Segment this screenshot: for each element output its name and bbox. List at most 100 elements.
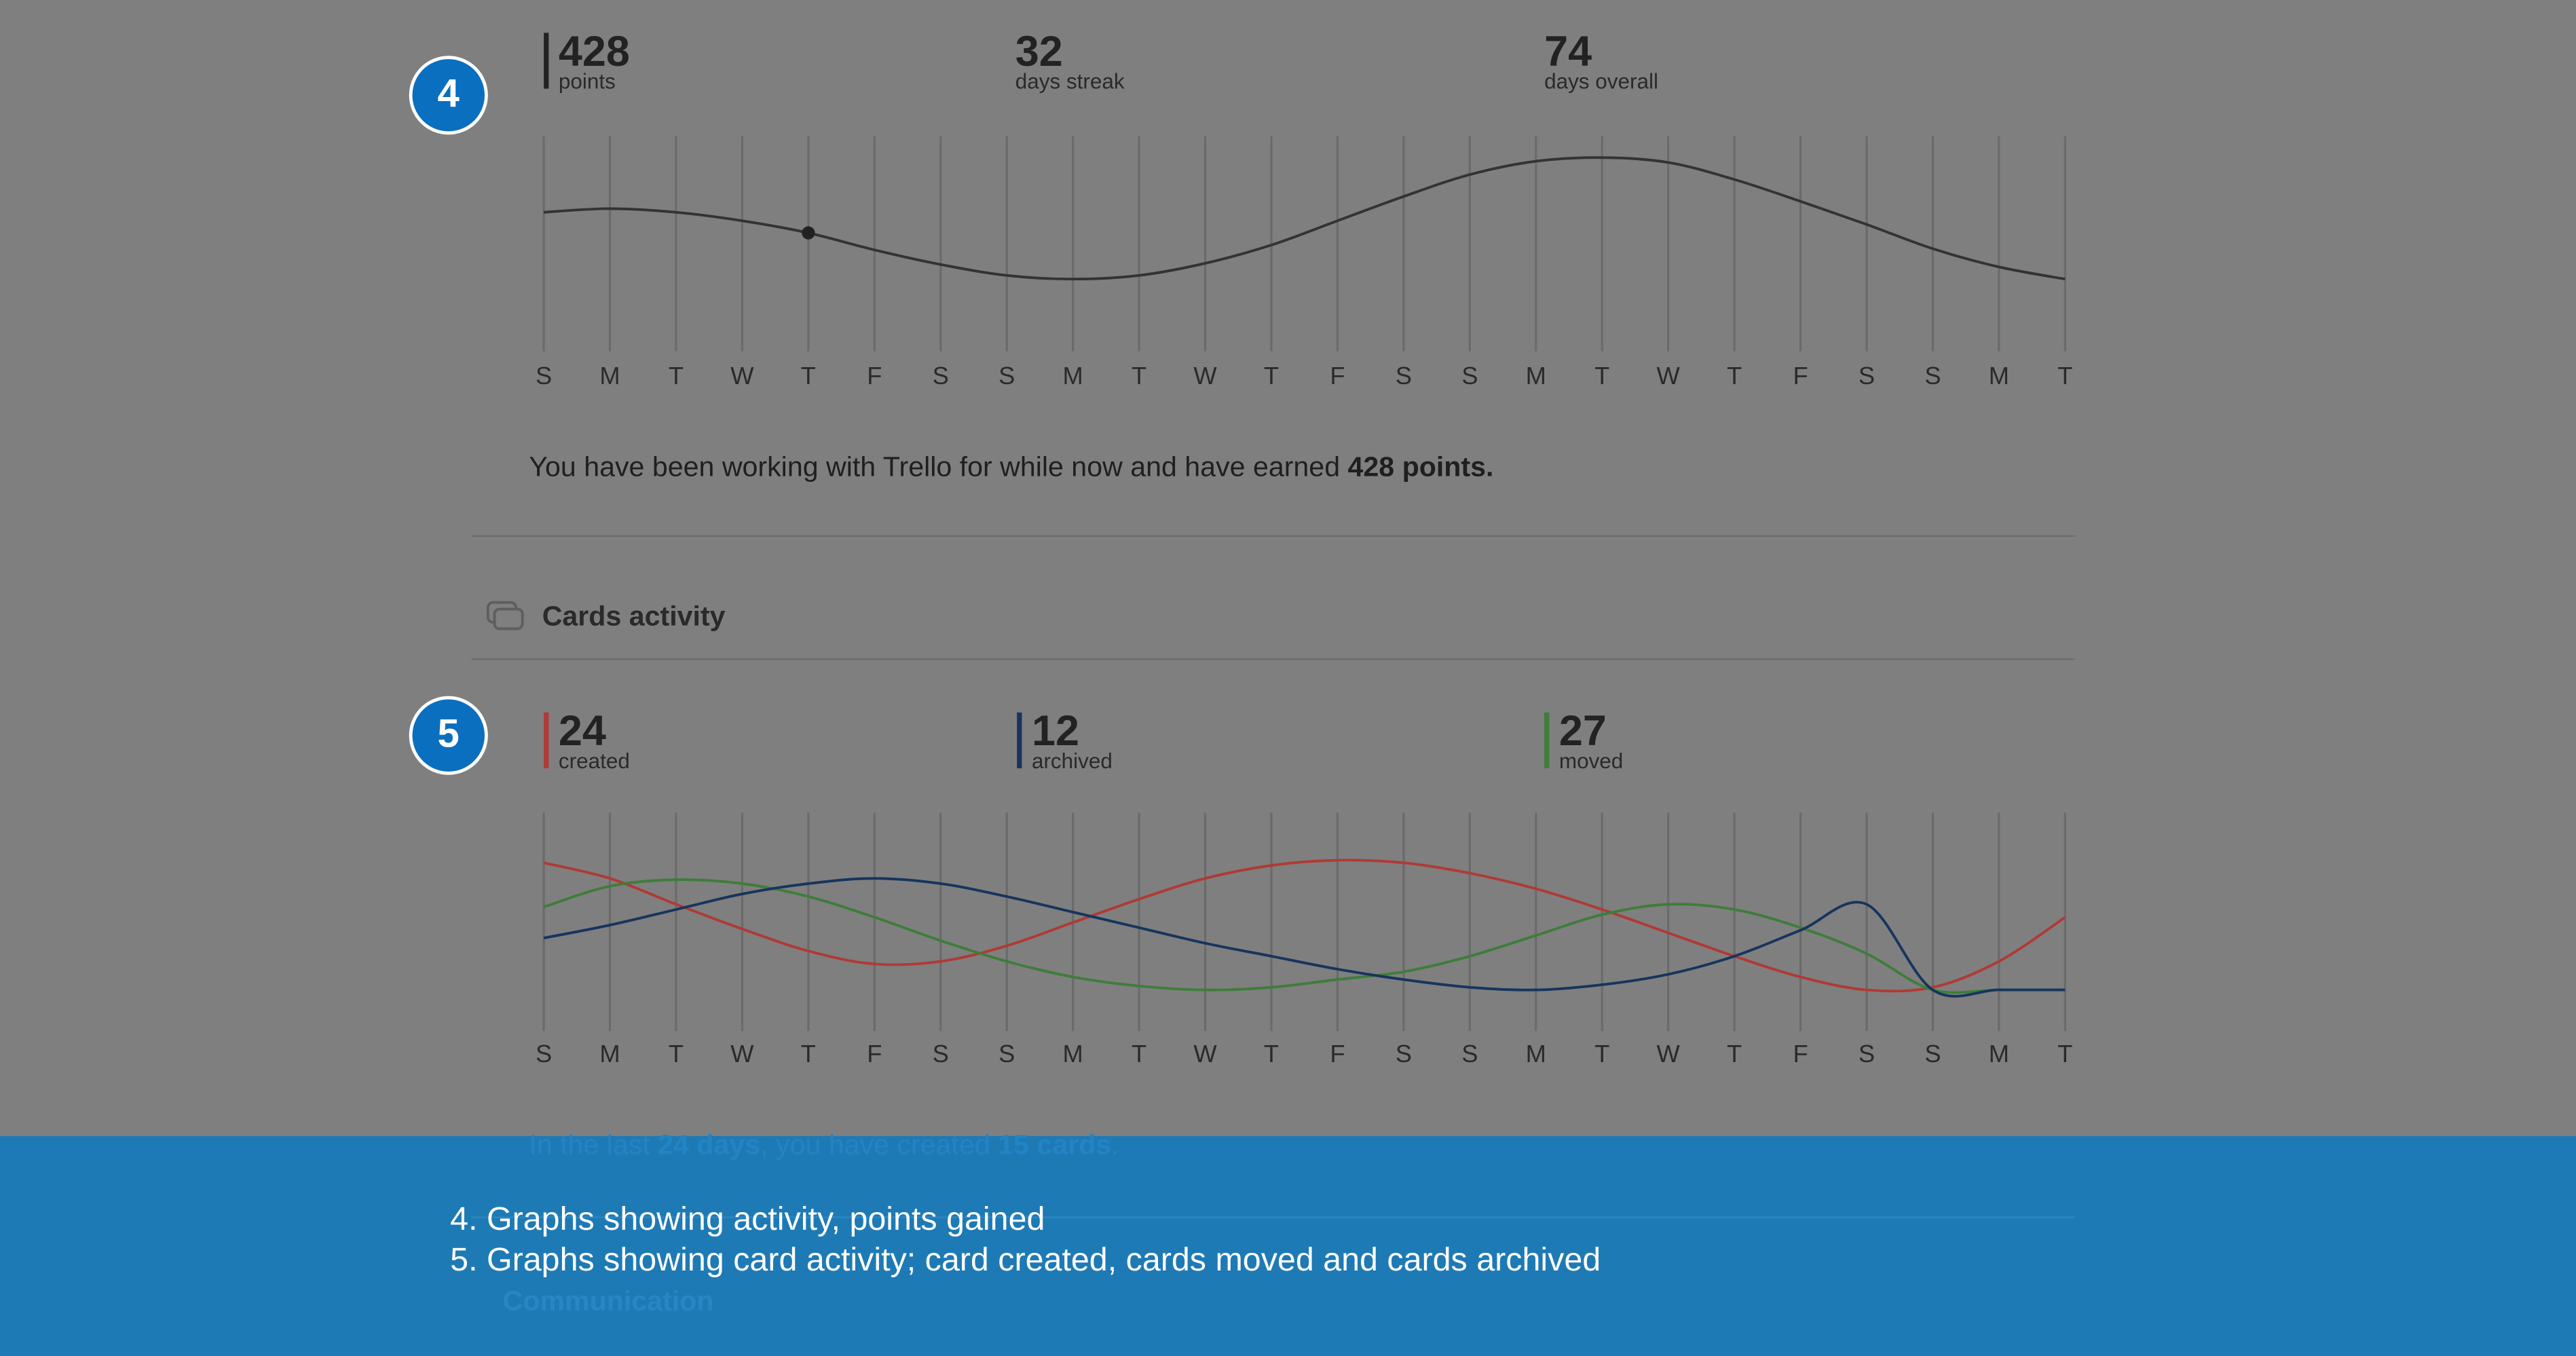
points-summary: You have been working with Trello for wh… — [529, 451, 1493, 484]
communication-header: Communication — [486, 1285, 714, 1318]
day-tick-label: T — [1727, 1040, 1742, 1068]
day-tick-label: M — [1526, 362, 1546, 390]
day-tick-label: T — [801, 1040, 816, 1068]
caption-overlay — [0, 1135, 2576, 1356]
stat-bar — [544, 712, 549, 769]
section-title: Cards activity — [542, 601, 726, 633]
day-tick-label: S — [933, 362, 949, 390]
cards-summary-bold: 24 days — [658, 1129, 761, 1161]
day-tick-label: M — [1989, 362, 2009, 390]
data-point-marker — [802, 226, 815, 240]
stat-bar — [1017, 712, 1022, 769]
stat-label: days overall — [1544, 69, 1658, 94]
cards-summary-bold: 15 cards — [998, 1129, 1112, 1161]
day-tick-label: T — [669, 362, 684, 390]
day-tick-label: S — [1461, 1040, 1478, 1068]
caption-line: 5. Graphs showing card activity; card cr… — [450, 1243, 1601, 1279]
caption-text: 4. Graphs showing activity, points gaine… — [450, 1200, 1601, 1282]
day-tick-label: S — [1859, 362, 1875, 390]
series-line-0 — [543, 859, 2066, 993]
stat-label: moved — [1558, 749, 1624, 774]
day-tick-label: F — [1793, 362, 1808, 390]
day-tick-label: T — [801, 362, 816, 390]
step-badge-4: 4 — [409, 56, 488, 135]
stat-label: created — [558, 749, 630, 774]
day-tick-label: T — [1264, 362, 1279, 390]
stat-value: 24 — [558, 706, 606, 755]
day-tick-label: T — [1132, 362, 1146, 390]
section-title: Communication — [502, 1285, 714, 1317]
day-tick-label: M — [1989, 1040, 2009, 1068]
day-tick-label: S — [998, 362, 1015, 390]
day-tick-label: S — [1461, 362, 1478, 390]
section-divider — [471, 1216, 2075, 1218]
day-tick-label: S — [1924, 1040, 1941, 1068]
day-tick-label: T — [2057, 1040, 2072, 1068]
day-tick-label: S — [1396, 362, 1412, 390]
caption-line: 4. Graphs showing activity, points gaine… — [450, 1201, 1045, 1238]
day-tick-label: W — [1193, 362, 1217, 390]
day-tick-label: W — [1193, 1040, 1217, 1068]
stat-archived: 12 archived — [1017, 709, 1113, 772]
stat-value: 27 — [1558, 706, 1607, 755]
stat-bar — [1544, 712, 1550, 769]
day-tick-label: F — [1330, 362, 1345, 390]
day-tick-label: S — [998, 1040, 1015, 1068]
day-tick-label: T — [1727, 362, 1742, 390]
day-tick-label: W — [730, 1040, 754, 1068]
section-divider — [471, 535, 2075, 537]
day-tick-label: W — [1657, 1040, 1681, 1068]
stat-days-streak: 32 days streak — [1001, 30, 1125, 92]
stat-label: days streak — [1015, 69, 1125, 94]
cards-activity-header: Cards activity — [486, 601, 726, 633]
cards-summary-text: . — [1111, 1129, 1119, 1161]
points-summary-text: You have been working with Trello for wh… — [529, 451, 1348, 483]
day-tick-label: F — [1793, 1040, 1808, 1068]
step-badge-5: 5 — [409, 696, 488, 775]
day-tick-label: S — [1859, 1040, 1875, 1068]
stat-label: points — [558, 69, 616, 94]
day-tick-label: T — [1264, 1040, 1279, 1068]
cards-summary: In the last 24 days, you have created 15… — [529, 1129, 1119, 1162]
day-tick-label: M — [1063, 1040, 1083, 1068]
cards-summary-text: , you have created — [760, 1129, 998, 1161]
cards-summary-text: In the last — [529, 1129, 658, 1161]
stat-days-overall: 74 days overall — [1529, 30, 1658, 92]
stat-value: 32 — [1015, 26, 1063, 76]
series-line-2 — [543, 877, 2066, 998]
day-tick-label: T — [1132, 1040, 1146, 1068]
stat-created: 24 created — [544, 709, 630, 772]
section-divider — [471, 658, 2075, 660]
cards-icon — [486, 601, 524, 630]
stat-bar — [544, 33, 549, 89]
day-tick-label: S — [1396, 1040, 1412, 1068]
day-tick-label: M — [1063, 362, 1083, 390]
day-tick-label: M — [599, 1040, 620, 1068]
stat-value: 428 — [558, 26, 630, 76]
day-tick-label: T — [2057, 362, 2072, 390]
stat-value: 12 — [1031, 706, 1079, 755]
day-tick-label: M — [599, 362, 620, 390]
day-tick-label: T — [1594, 362, 1609, 390]
series-line-1 — [543, 878, 2066, 994]
day-tick-label: S — [1924, 362, 1941, 390]
stat-value: 74 — [1544, 26, 1592, 76]
day-tick-label: M — [1526, 1040, 1546, 1068]
day-tick-label: S — [536, 362, 552, 390]
day-tick-label: W — [730, 362, 754, 390]
day-tick-label: F — [1330, 1040, 1345, 1068]
stat-moved: 27 moved — [1544, 709, 1623, 772]
day-tick-label: S — [933, 1040, 949, 1068]
day-tick-label: F — [867, 362, 882, 390]
stat-label: archived — [1031, 749, 1113, 774]
day-tick-label: W — [1657, 362, 1681, 390]
points-summary-bold: 428 points. — [1347, 451, 1494, 483]
day-tick-label: F — [867, 1040, 882, 1068]
day-tick-label: T — [669, 1040, 684, 1068]
day-tick-label: T — [1594, 1040, 1609, 1068]
stat-points: 428 points — [544, 30, 630, 92]
day-tick-label: S — [536, 1040, 552, 1068]
